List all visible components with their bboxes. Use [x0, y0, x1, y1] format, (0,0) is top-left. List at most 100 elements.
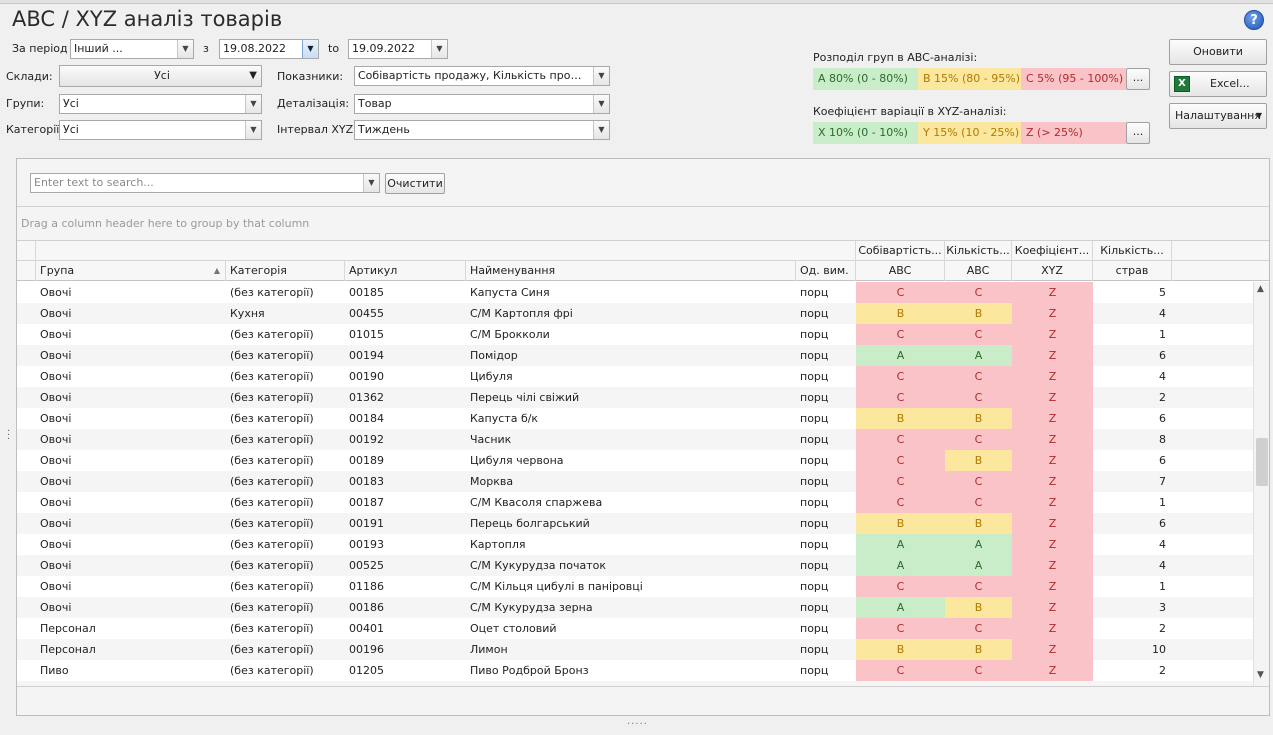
column-header-xyz[interactable]: XYZ — [1012, 261, 1093, 281]
column-header-group[interactable]: Група ▲ — [36, 261, 226, 281]
date-to-input[interactable]: 19.09.2022 ▼ — [348, 39, 448, 59]
column-header-cost-abc[interactable]: ABC — [856, 261, 945, 281]
qty-abc-cell: C — [945, 429, 1012, 450]
chevron-down-icon: ▼ — [1255, 111, 1262, 120]
table-row[interactable]: Овочі (без категорії) 00189 Цибуля червона п… — [17, 450, 1253, 471]
xyz-cell: Z — [1012, 555, 1093, 576]
table-row[interactable]: Овочі (без категорії) 00185 Капуста Синя пор… — [17, 282, 1253, 303]
name-cell: С/М Картопля фрі — [470, 307, 573, 320]
column-header-name[interactable]: Найменування — [466, 261, 796, 281]
table-row[interactable]: Овочі (без категорії) 00187 С/М Квасоля спа… — [17, 492, 1253, 513]
search-input[interactable]: Enter text to search... ▼ — [30, 173, 380, 193]
xyz-settings-button[interactable]: ... — [1126, 122, 1150, 144]
chevron-down-icon[interactable]: ▼ — [177, 40, 193, 58]
xyz-cell: Z — [1012, 576, 1093, 597]
chevron-down-icon[interactable]: ▼ — [431, 40, 447, 58]
header-band-empty — [36, 241, 856, 261]
xyz-cell: Z — [1012, 387, 1093, 408]
qty-abc-cell: C — [945, 387, 1012, 408]
sku-cell: 00192 — [349, 433, 384, 446]
clear-button[interactable]: Очистити — [385, 173, 445, 194]
splitter-handle[interactable]: · · · — [7, 426, 11, 445]
group-cell: Овочі — [40, 454, 72, 467]
xyz-cell: Z — [1012, 450, 1093, 471]
xyz-interval-select[interactable]: Тиждень ▼ — [354, 120, 610, 140]
column-header-unit[interactable]: Од. вим. — [796, 261, 856, 281]
column-header-count[interactable]: страв — [1093, 261, 1172, 281]
abc-settings-button[interactable]: ... — [1126, 68, 1150, 90]
category-cell: (без категорії) — [230, 496, 314, 509]
name-cell: С/М Брокколи — [470, 328, 550, 341]
scroll-down-icon[interactable]: ▼ — [1257, 670, 1264, 680]
count-cell: 4 — [1159, 559, 1166, 572]
name-cell: Помідор — [470, 349, 518, 362]
category-cell: (без категорії) — [230, 580, 314, 593]
table-row[interactable]: Овочі (без категорії) 00194 Помідор порц A A Z 6 — [17, 345, 1253, 366]
count-cell: 8 — [1159, 433, 1166, 446]
chevron-down-icon[interactable]: ▼ — [302, 40, 318, 58]
group-by-zone[interactable]: Drag a column header here to group by th… — [17, 207, 1269, 241]
scrollbar-thumb[interactable] — [1256, 438, 1268, 486]
sku-cell: 01015 — [349, 328, 384, 341]
group-cell: Овочі — [40, 538, 72, 551]
table-row[interactable]: Овочі (без категорії) 01015 С/М Брокколи пор… — [17, 324, 1253, 345]
table-row[interactable]: Овочі (без категорії) 00192 Часник порц C C Z 8 — [17, 429, 1253, 450]
table-row[interactable]: Овочі Кухня 00455 С/М Картопля фрі порц B B Z 4 — [17, 303, 1253, 324]
date-from-input[interactable]: 19.08.2022 ▼ — [219, 39, 319, 59]
settings-button[interactable]: Налаштування ▼ — [1169, 103, 1267, 129]
indicator-header — [17, 241, 36, 261]
column-header-qty-abc[interactable]: ABC — [945, 261, 1012, 281]
vertical-scrollbar[interactable]: ▲ ▼ — [1253, 282, 1269, 686]
table-row[interactable]: Овочі (без категорії) 00186 С/М Кукурудза з… — [17, 597, 1253, 618]
table-row[interactable]: Пиво (без категорії) 01205 Пиво Родброй Бро… — [17, 660, 1253, 681]
table-row[interactable]: Овочі (без категорії) 00184 Капуста б/к порц… — [17, 408, 1253, 429]
band-coef[interactable]: Коефіцієнт... — [1012, 241, 1093, 261]
xyz-interval-label: Інтервал XYZ: — [277, 123, 357, 136]
xyz-coefficient-label: Коефіцієнт варіації в XYZ-аналізі: — [813, 105, 1007, 118]
table-row[interactable]: Персонал (без категорії) 00196 Лимон порц B B Z… — [17, 639, 1253, 660]
chevron-down-icon[interactable]: ▼ — [593, 67, 609, 85]
column-header-sku[interactable]: Артикул — [345, 261, 466, 281]
chevron-down-icon[interactable]: ▼ — [245, 95, 261, 113]
unit-cell: порц — [800, 412, 829, 425]
table-row[interactable]: Овочі (без категорії) 00525 С/М Кукурудза п… — [17, 555, 1253, 576]
band-cost[interactable]: Собівартість... — [856, 241, 945, 261]
category-cell: (без категорії) — [230, 349, 314, 362]
groups-select[interactable]: Усі ▼ — [59, 94, 262, 114]
warehouses-select[interactable]: Усі ▼ — [59, 65, 262, 87]
table-row[interactable]: Овочі (без категорії) 00191 Перець болгарсь… — [17, 513, 1253, 534]
qty-abc-cell: C — [945, 618, 1012, 639]
chevron-down-icon[interactable]: ▼ — [593, 121, 609, 139]
excel-button[interactable]: X Excel... — [1169, 71, 1267, 97]
indicators-select[interactable]: Собівартість продажу, Кількість продажу,… — [354, 66, 610, 86]
table-row[interactable]: Овочі (без категорії) 01362 Перець чілі сві… — [17, 387, 1253, 408]
qty-abc-cell: C — [945, 660, 1012, 681]
sku-cell: 00183 — [349, 475, 384, 488]
chevron-down-icon[interactable]: ▼ — [593, 95, 609, 113]
header-row: Група ▲ Категорія Артикул Найменування О… — [17, 261, 1269, 281]
sku-cell: 00186 — [349, 601, 384, 614]
categories-select[interactable]: Усі ▼ — [59, 120, 262, 140]
chevron-down-icon[interactable]: ▼ — [249, 70, 257, 81]
row-indicator-header — [17, 261, 36, 281]
help-icon[interactable]: ? — [1244, 10, 1264, 30]
table-row[interactable]: Овочі (без категорії) 01186 С/М Кільця цибу… — [17, 576, 1253, 597]
chevron-down-icon[interactable]: ▼ — [363, 174, 379, 192]
sku-cell: 00187 — [349, 496, 384, 509]
name-cell: С/М Квасоля спаржева — [470, 496, 603, 509]
table-row[interactable]: Овочі (без категорії) 00193 Картопля порц A A Z… — [17, 534, 1253, 555]
refresh-button[interactable]: Оновити — [1169, 39, 1267, 65]
table-row[interactable]: Персонал (без категорії) 00401 Оцет столови… — [17, 618, 1253, 639]
table-row[interactable]: Овочі (без категорії) 00190 Цибуля порц C C Z 4 — [17, 366, 1253, 387]
chevron-down-icon[interactable]: ▼ — [245, 121, 261, 139]
count-cell: 4 — [1159, 538, 1166, 551]
column-header-category[interactable]: Категорія — [226, 261, 345, 281]
sku-cell: 00525 — [349, 559, 384, 572]
band-count[interactable]: Кількість... — [1093, 241, 1172, 261]
resize-grip[interactable]: ..... — [627, 716, 648, 727]
band-qty[interactable]: Кількість... — [945, 241, 1012, 261]
detail-select[interactable]: Товар ▼ — [354, 94, 610, 114]
scroll-up-icon[interactable]: ▲ — [1257, 284, 1264, 294]
period-select[interactable]: Інший ... ▼ — [70, 39, 194, 59]
table-row[interactable]: Овочі (без категорії) 00183 Морква порц C C Z 7 — [17, 471, 1253, 492]
